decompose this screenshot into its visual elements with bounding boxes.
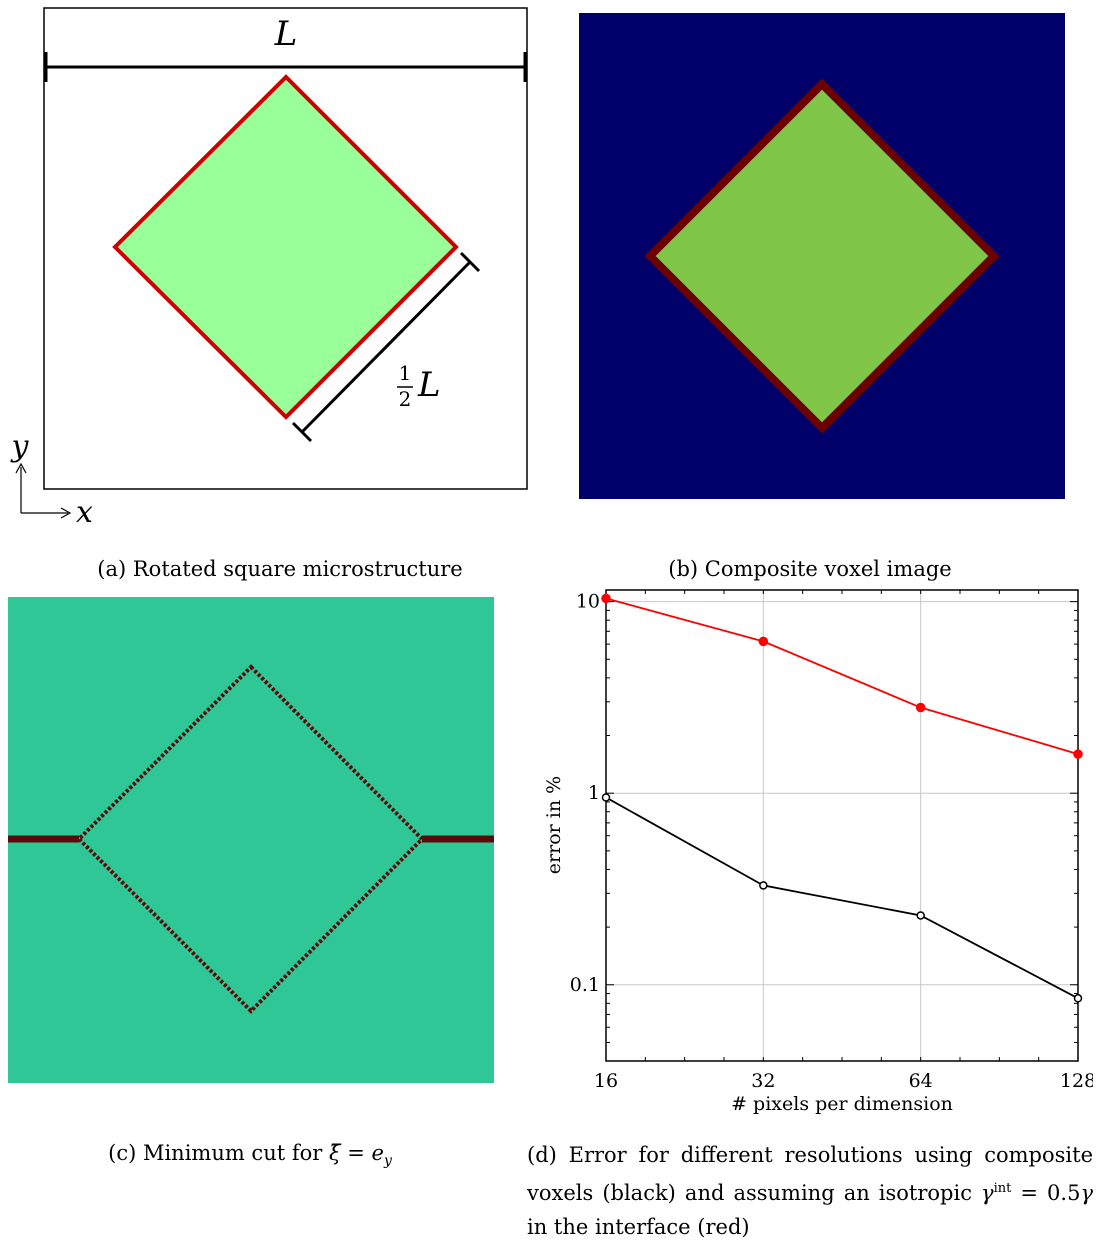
- data-point: [758, 636, 769, 647]
- y-tick-label: 1: [588, 782, 600, 804]
- x-tick-label: 32: [751, 1070, 775, 1092]
- width-label: L: [274, 14, 298, 54]
- half-dimension-tick-bottom: [291, 421, 313, 443]
- y-axis-label: y: [10, 429, 30, 464]
- series-line: [605, 597, 1079, 755]
- x-tick-label: 16: [594, 1070, 618, 1092]
- svg-text:1: 1: [399, 361, 412, 385]
- data-point: [1073, 749, 1083, 759]
- data-point: [601, 593, 611, 604]
- y-tick-label: 10: [576, 591, 600, 613]
- caption-b: (b) Composite voxel image: [668, 557, 952, 581]
- x-tick-label: 64: [909, 1070, 933, 1092]
- chart-y-axis-label: error in %: [543, 776, 565, 874]
- panel-b-voxel-image: [579, 13, 1065, 499]
- panel-c-minimum-cut: [8, 597, 494, 1083]
- data-point: [915, 702, 926, 713]
- chart-ticks: 16 32 64 128 0.1 1 10: [570, 590, 1093, 1092]
- chart-x-axis-label: # pixels per dimension: [731, 1093, 953, 1115]
- svg-text:L: L: [417, 365, 441, 405]
- caption-c: (c) Minimum cut for ξ̄ = ey: [108, 1141, 392, 1170]
- panel-a-rotated-square: L 1 2 L y x: [10, 7, 528, 530]
- data-point: [759, 881, 768, 890]
- coordinate-axes: y x: [10, 429, 93, 530]
- half-dimension-tick-top: [459, 251, 481, 273]
- caption-a: (a) Rotated square microstructure: [97, 557, 463, 581]
- chart-grid: [606, 590, 1078, 1061]
- chart-series: [601, 593, 1083, 1003]
- half-dimension-line: [300, 260, 472, 434]
- svg-text:2: 2: [399, 387, 412, 411]
- data-point: [1073, 994, 1083, 1003]
- data-point: [916, 911, 925, 920]
- x-axis-label: x: [76, 495, 93, 530]
- voxelized-inclusion: [644, 78, 1000, 434]
- y-tick-label: 0.1: [570, 974, 600, 996]
- chart-frame: [605, 589, 1079, 1062]
- caption-d: (d) Error for different resolutions usin…: [527, 1143, 1094, 1239]
- half-length-label: 1 2 L: [397, 361, 441, 411]
- data-point: [601, 793, 611, 802]
- x-tick-label: 128: [1060, 1070, 1093, 1092]
- rotated-square-inclusion: [112, 74, 459, 420]
- series-line: [605, 796, 1079, 1000]
- panel-d-error-chart: 16 32 64 128 0.1 1 10 # pixels per dimension e…: [543, 589, 1093, 1115]
- cut-background: [8, 597, 494, 1083]
- minimum-cut-diamond: [76, 664, 425, 1014]
